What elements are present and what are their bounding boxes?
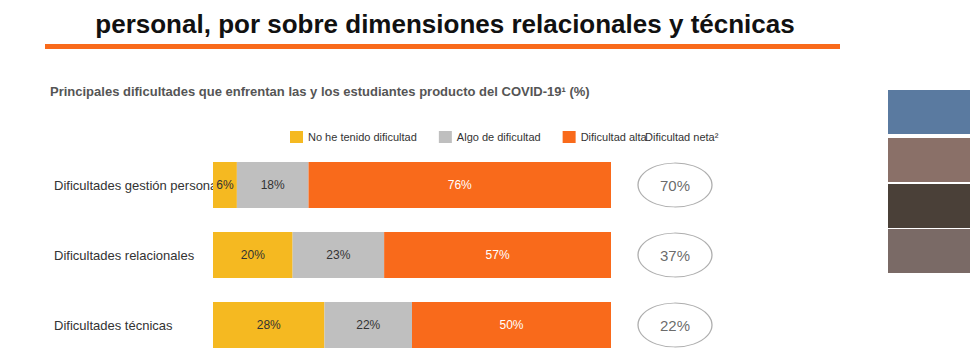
svg-text:20%: 20% <box>241 248 265 262</box>
svg-text:57%: 57% <box>486 248 510 262</box>
svg-text:22%: 22% <box>356 318 380 332</box>
svg-text:18%: 18% <box>261 178 285 192</box>
svg-text:76%: 76% <box>448 178 472 192</box>
svg-text:23%: 23% <box>326 248 350 262</box>
svg-text:37%: 37% <box>660 247 690 264</box>
svg-text:6%: 6% <box>216 178 234 192</box>
svg-text:Dificultad neta²: Dificultad neta² <box>645 131 719 143</box>
svg-text:50%: 50% <box>499 318 523 332</box>
svg-text:Algo de dificultad: Algo de dificultad <box>457 131 541 143</box>
svg-text:No he tenido dificultad: No he tenido dificultad <box>308 131 417 143</box>
svg-text:22%: 22% <box>660 317 690 334</box>
svg-text:Principales dificultades que e: Principales dificultades que enfrentan l… <box>50 84 590 99</box>
svg-text:personal, por sobre dimensione: personal, por sobre dimensiones relacion… <box>95 9 794 39</box>
svg-text:Dificultad alta: Dificultad alta <box>581 131 648 143</box>
svg-text:70%: 70% <box>660 177 690 194</box>
svg-text:Dificultades gestión personal: Dificultades gestión personal <box>54 178 220 193</box>
svg-text:Dificultades técnicas: Dificultades técnicas <box>54 318 173 333</box>
svg-text:Dificultades relacionales: Dificultades relacionales <box>54 248 195 263</box>
svg-text:28%: 28% <box>257 318 281 332</box>
